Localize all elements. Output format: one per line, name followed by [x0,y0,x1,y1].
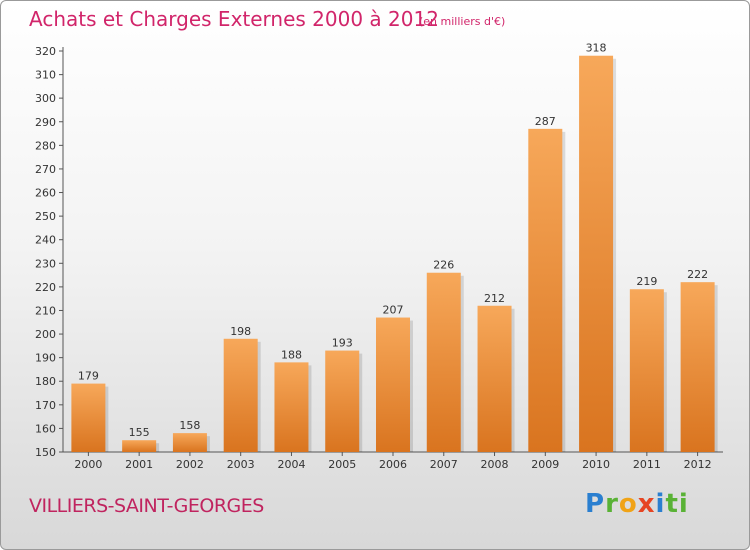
bar-2004 [274,362,309,452]
bar-2008 [477,305,512,452]
bar-2006 [376,317,410,452]
y-tick-label: 240 [35,234,56,247]
bar-2002 [172,433,207,452]
y-tick-label: 300 [35,92,56,105]
y-tick-label: 200 [35,328,56,341]
x-tick-label: 2006 [379,458,407,471]
y-tick-label: 190 [35,352,56,365]
chart-title: Achats et Charges Externes 2000 à 2012 [29,7,439,31]
data-labels: 2000 179 2001 155 2002 158 2003 198 2004 188 2005 1… [74,42,711,471]
data-label: 287 [535,115,556,128]
y-tick-label: 270 [35,163,56,176]
y-tick-label: 280 [35,139,56,152]
x-tick-label: 2008 [481,458,509,471]
x-tick-label: 2004 [277,458,305,471]
bar-2011 [629,289,664,452]
data-label: 212 [484,292,505,305]
y-tick-label: 320 [35,45,56,58]
data-label: 198 [230,325,251,338]
x-tick-label: 2001 [125,458,153,471]
x-tick-label: 2000 [74,458,102,471]
x-tick-label: 2003 [227,458,255,471]
x-tick-label: 2010 [582,458,610,471]
bar-2009 [528,128,563,452]
x-tick-label: 2005 [328,458,356,471]
data-label: 155 [129,426,150,439]
chart-subtitle: (en milliers d'€) [419,15,506,28]
y-tick-label: 180 [35,375,56,388]
y-tick-label: 170 [35,399,56,412]
y-tick-label: 150 [35,446,56,459]
x-tick-label: 2002 [176,458,204,471]
data-label: 226 [433,259,454,272]
x-tick-label: 2007 [430,458,458,471]
data-label: 188 [281,348,302,361]
y-tick-label: 210 [35,304,56,317]
x-tick-label: 2009 [531,458,559,471]
data-label: 179 [78,370,99,383]
data-label: 207 [383,304,404,317]
proxiti-logo: Proxiti [585,489,689,519]
bars [71,55,718,452]
bar-2005 [325,350,360,452]
y-tick-label: 160 [35,422,56,435]
data-label: 318 [586,42,607,55]
data-label: 158 [179,419,200,432]
y-tick-label: 260 [35,187,56,200]
data-label: 219 [636,275,657,288]
x-tick-label: 2011 [633,458,661,471]
bar-2010 [579,55,614,452]
bar-2001 [122,440,157,452]
axes: 150 160 170 180 190 200 210 220 230 240 250 260 270 2… [35,45,723,459]
data-label: 222 [687,268,708,281]
bar-2012 [680,282,715,452]
y-tick-label: 290 [35,116,56,129]
bar-2000 [71,383,106,452]
commune-name: VILLIERS-SAINT-GEORGES [29,495,264,517]
y-tick-label: 220 [35,281,56,294]
x-tick-label: 2012 [684,458,712,471]
bar-2007 [426,272,461,452]
bar-2003 [223,338,258,452]
data-label: 193 [332,337,353,350]
y-tick-label: 230 [35,257,56,270]
y-tick-label: 310 [35,69,56,82]
y-tick-label: 250 [35,210,56,223]
